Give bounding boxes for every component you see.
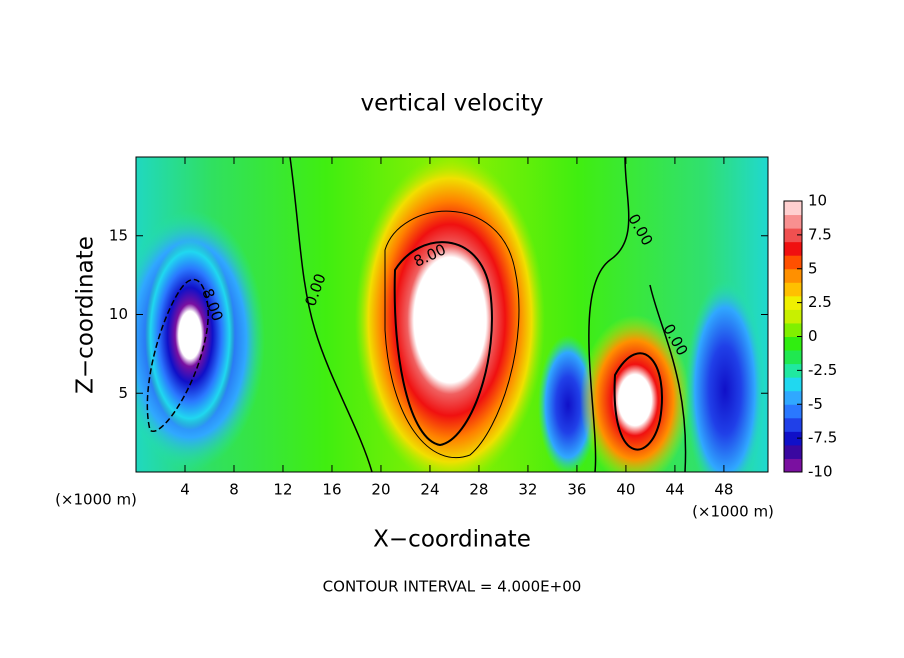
colorbar-band [784,309,802,324]
colorbar-band [784,282,802,297]
colorbar-band [784,322,802,337]
colorbar-band [784,228,802,243]
colorbar-band [784,458,802,473]
colorbar-tick-label: -10 [808,463,833,481]
x-tick-label: 36 [567,481,586,499]
x-tick-label: 8 [229,481,239,499]
chart-title: vertical velocity [361,91,544,117]
x-axis-label: X−coordinate [373,527,531,553]
footnote: CONTOUR INTERVAL = 4.000E+00 [323,578,582,596]
contour-field [136,157,768,472]
x-tick-label: 12 [273,481,292,499]
y-axis-label: Z−coordinate [73,236,99,394]
colorbar-band [784,350,802,365]
y-tick-label: 15 [109,226,128,244]
x-tick-label: 32 [518,481,537,499]
x-unit-label: (×1000 m) [55,491,137,509]
x-tick-label: 28 [469,481,488,499]
colorbar-band [784,255,802,270]
colorbar-frame [783,200,803,473]
x-tick-label: 40 [616,481,635,499]
colorbar-band [784,404,802,419]
colorbar-band [784,377,802,392]
x-tick-label: 24 [420,481,439,499]
y-tick-label: 5 [118,384,128,402]
colorbar-band [784,390,802,405]
colorbar-band [784,214,802,229]
colorbar-tick-label: 0 [808,327,818,345]
colorbar-band [784,295,802,310]
colorbar-tick-label: 10 [808,192,827,210]
x-unit-label: (×1000 m) [692,503,774,521]
colorbar-band [784,431,802,446]
colorbar-tick-label: -7.5 [808,429,837,447]
colorbar-tick-label: 5 [808,259,818,277]
x-tick-label: 16 [322,481,341,499]
colorbar-band [784,336,802,351]
colorbar-tick-label: 2.5 [808,293,832,311]
colorbar-band [784,417,802,432]
x-tick-label: 4 [180,481,190,499]
colorbar-tick-label: -5 [808,395,823,413]
colorbar-band [784,268,802,283]
x-tick-label: 48 [714,481,733,499]
colorbar-tick-label: 7.5 [808,225,832,243]
colorbar-band [784,444,802,459]
colorbar-band [784,201,802,216]
colorbar-band [784,363,802,378]
x-tick-label: 20 [371,481,390,499]
colorbar-band [784,241,802,256]
colorbar-tick-label: -2.5 [808,361,837,379]
y-tick-label: 10 [109,305,128,323]
x-tick-label: 44 [665,481,684,499]
